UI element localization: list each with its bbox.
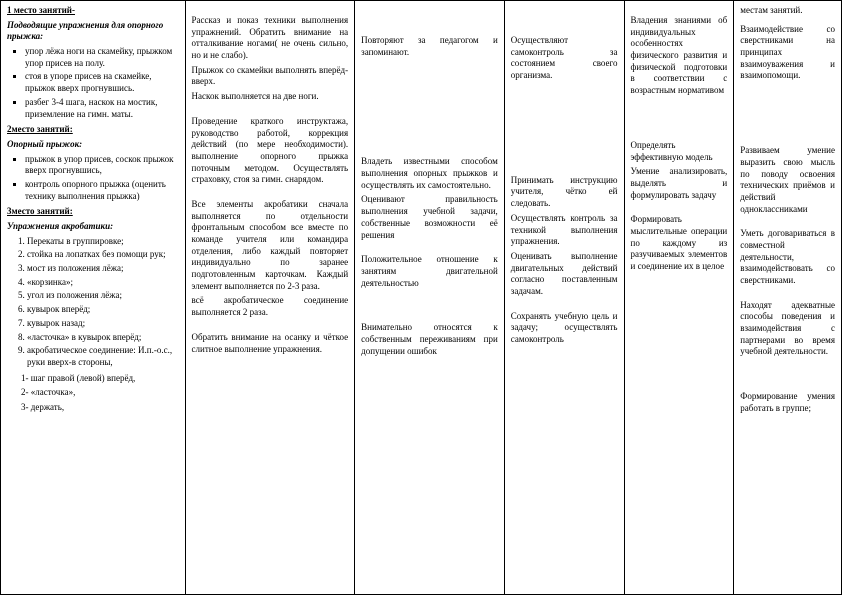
method-p5: Все элементы акробатики сначала выполняе…: [192, 199, 349, 293]
list-item: стойка на лопатках без помощи рук;: [27, 249, 179, 261]
sub-item: 1- шаг правой (левой) вперёд,: [21, 373, 179, 385]
method-p2: Прыжок со скамейки выполнять вперёд-ввер…: [192, 65, 349, 88]
cog-p4: Формировать мыслительные операции по каж…: [631, 214, 728, 272]
list-item: мост из положения лёжа;: [27, 263, 179, 275]
list-item: прыжок в упор присев, соскок прыжок ввер…: [25, 154, 179, 177]
list-item: кувырок назад;: [27, 318, 179, 330]
section1-subtitle: Подводящие упражнения для опорного прыжк…: [7, 20, 179, 43]
list-item: «ласточка» в кувырок вперёд;: [27, 332, 179, 344]
col-communication: местам занятий. Взаимодействие со сверст…: [734, 1, 841, 594]
method-p1: Рассказ и показ техники выполнения упраж…: [192, 15, 349, 62]
sa-p1: Повторяют за педагогом и запоминают.: [361, 35, 498, 58]
list-item: акробатическое соединение: И.п.-о.с., ру…: [27, 345, 179, 368]
list-item: угол из положения лёжа;: [27, 290, 179, 302]
com-p1: Взаимодействие со сверстниками на принци…: [740, 24, 835, 82]
cog-p3: Умение анализировать, выделять и формули…: [631, 166, 728, 201]
sa-p4: Положительное отношение к занятиям двига…: [361, 254, 498, 289]
section2-list: прыжок в упор присев, соскок прыжок ввер…: [7, 154, 179, 203]
section1-list: упор лёжа ноги на скамейку, прыжком упор…: [7, 46, 179, 120]
list-item: «корзинка»;: [27, 277, 179, 289]
sa-p2: Владеть известными способом выполнения о…: [361, 156, 498, 191]
com-p3: Уметь договариваться в совместной деятел…: [740, 228, 835, 286]
list-item: разбег 3-4 шага, наскок на мостик, призе…: [25, 97, 179, 120]
col-activities: 1 место занятий- Подводящие упражнения д…: [1, 1, 186, 594]
section3-title: 3место занятий:: [7, 206, 179, 218]
reg-p4: Оценивать выполнение двигательных действ…: [511, 251, 618, 298]
col-regulation: Осуществляют самоконтроль за состоянием …: [505, 1, 625, 594]
col-methodology: Рассказ и показ техники выполнения упраж…: [186, 1, 356, 594]
sub-item: 3- держать,: [21, 402, 179, 414]
reg-p3: Осуществлять контроль за техникой выполн…: [511, 213, 618, 248]
section2-subtitle: Опорный прыжок:: [7, 139, 179, 151]
reg-p1: Осуществляют самоконтроль за состоянием …: [511, 35, 618, 82]
sa-p3: Оценивают правильность выполнения учебно…: [361, 194, 498, 241]
reg-p2: Принимать инструкцию учителя, чётко ей с…: [511, 175, 618, 210]
sub-item: 2- «ласточка»,: [21, 387, 179, 399]
list-item: Перекаты в группировке;: [27, 236, 179, 248]
list-item: стоя в упоре присев на скамейке, прыжок …: [25, 71, 179, 94]
method-p7: Обратить внимание на осанку и чёткое сли…: [192, 332, 349, 355]
section3-subtitle: Упражнения акробатики:: [7, 221, 179, 233]
section3-list: Перекаты в группировке; стойка на лопатк…: [7, 236, 179, 369]
sub-list: 1- шаг правой (левой) вперёд, 2- «ласточ…: [7, 373, 179, 414]
com-p5: Формирование умения работать в группе;: [740, 391, 835, 414]
reg-p5: Сохранять учебную цель и задачу; осущест…: [511, 311, 618, 346]
list-item: упор лёжа ноги на скамейку, прыжком упор…: [25, 46, 179, 69]
method-p4: Проведение краткого инструктажа, руковод…: [192, 116, 349, 186]
method-p3: Наскок выполняется на две ноги.: [192, 91, 349, 103]
list-item: контроль опорного прыжка (оценить техник…: [25, 179, 179, 202]
list-item: кувырок вперёд;: [27, 304, 179, 316]
col-cognitive: Владения знаниями об индивидуальных особ…: [625, 1, 735, 594]
section1-title: 1 место занятий-: [7, 5, 179, 17]
com-p0: местам занятий.: [740, 5, 835, 17]
sa-p5: Внимательно относятся к собственным пере…: [361, 322, 498, 357]
lesson-plan-table: 1 место занятий- Подводящие упражнения д…: [0, 0, 842, 595]
col-student-actions: Повторяют за педагогом и запоминают. Вла…: [355, 1, 505, 594]
com-p4: Находят адекватные способы поведения и в…: [740, 300, 835, 358]
com-p2: Развиваем умение выразить свою мысль по …: [740, 145, 835, 215]
cog-p2: Определять эффективную модель: [631, 140, 728, 163]
cog-p1: Владения знаниями об индивидуальных особ…: [631, 15, 728, 97]
section2-title: 2место занятий:: [7, 124, 179, 136]
method-p6: всё акробатическое соединение выполняетс…: [192, 295, 349, 318]
